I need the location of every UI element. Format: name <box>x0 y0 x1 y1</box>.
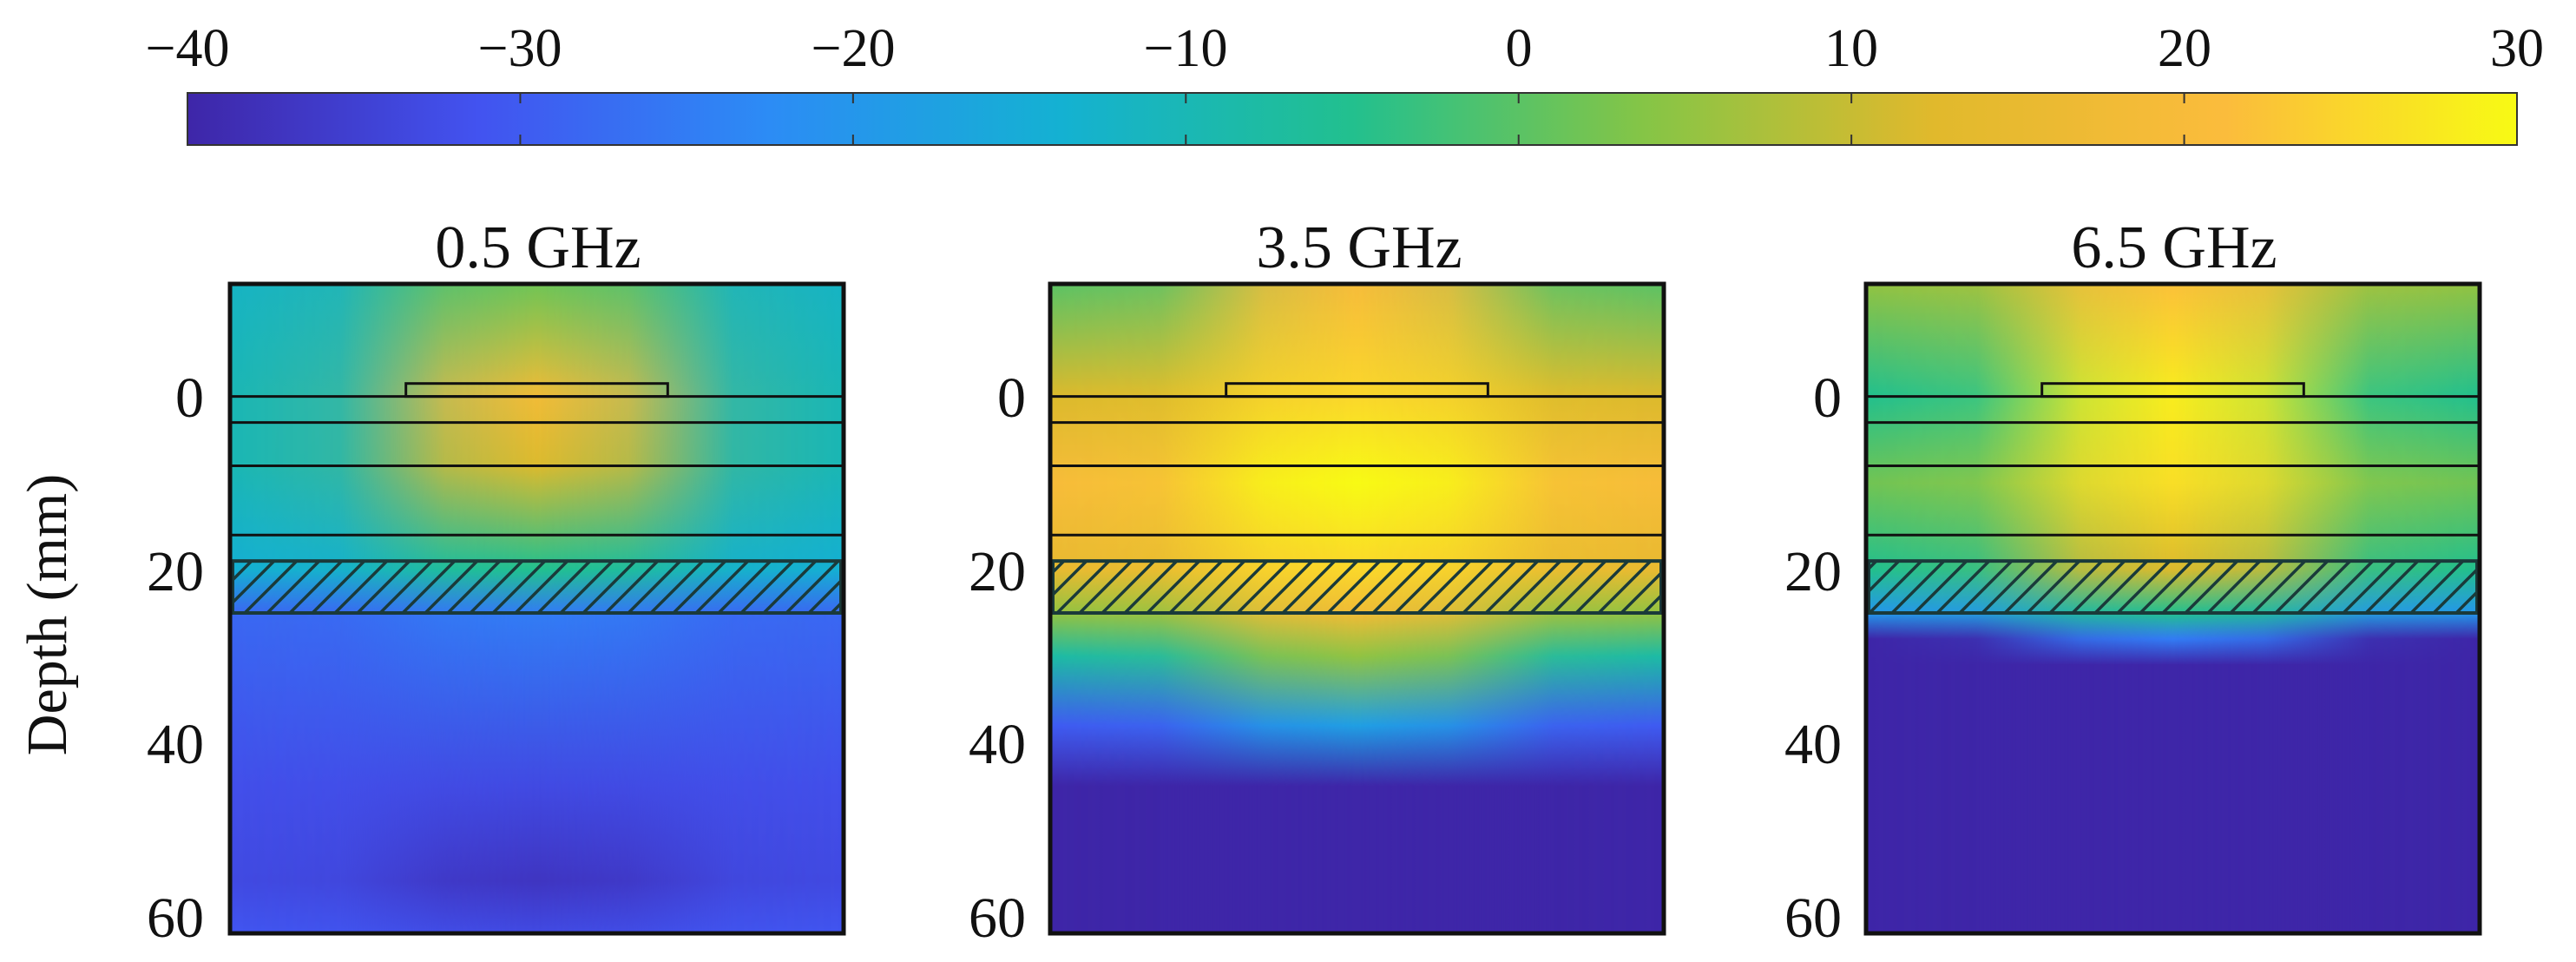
hatched-layer <box>1867 559 2479 615</box>
y-tick-label: 40 <box>969 713 1026 776</box>
antenna-outline <box>2040 382 2305 399</box>
hatched-layer <box>1051 559 1663 615</box>
colorbar-tick-label: −10 <box>1144 19 1228 78</box>
colorbar-tick-label: 30 <box>2490 19 2544 78</box>
antenna-outline <box>1225 382 1489 399</box>
y-tick-label: 0 <box>1813 366 1842 430</box>
panel-title: 6.5 GHz <box>2071 214 2277 281</box>
tissue-layer-overlay <box>1050 382 1664 615</box>
colorbar-tick-label: 10 <box>1824 19 1878 78</box>
y-tick-label: 40 <box>147 713 204 776</box>
tissue-layer-overlay <box>1866 382 2480 615</box>
panel-title: 3.5 GHz <box>1256 214 1462 281</box>
colorbar-gradient <box>187 92 2518 146</box>
heatmap-panel-0-5ghz: 0.5 GHz 0 20 40 60 <box>147 214 846 950</box>
colorbar-tick-label: −40 <box>146 19 230 78</box>
y-axis-label: Depth (mm) <box>16 474 79 755</box>
plot-frame <box>1863 281 2482 936</box>
colorbar-tick-label: 0 <box>1506 19 1533 78</box>
colorbar-tick-labels: −40 −30 −20 −10 0 10 20 30 <box>146 19 2544 78</box>
panel-title: 0.5 GHz <box>435 214 641 281</box>
heatmap-panel-6-5ghz: 6.5 GHz 0 20 40 60 <box>1784 214 2482 950</box>
hatched-layer <box>231 559 843 615</box>
plot-frame <box>1048 281 1666 936</box>
antenna-outline <box>404 382 669 399</box>
y-tick-label: 40 <box>1784 713 1842 776</box>
y-tick-label: 20 <box>969 540 1026 603</box>
colorbar-tick-label: −20 <box>812 19 896 78</box>
colorbar: −40 −30 −20 −10 0 10 20 30 <box>146 19 2544 146</box>
y-tick-label: 0 <box>997 366 1026 430</box>
y-tick-label: 20 <box>147 540 204 603</box>
colorbar-tick-label: −30 <box>478 19 562 78</box>
y-tick-label: 20 <box>1784 540 1842 603</box>
y-tick-label: 0 <box>175 366 204 430</box>
y-tick-label: 60 <box>1784 886 1842 950</box>
heatmap-panel-3-5ghz: 3.5 GHz 0 20 40 60 <box>969 214 1666 950</box>
y-axis-label-text: Depth (mm) <box>16 474 79 755</box>
colorbar-tick-label: 20 <box>2158 19 2211 78</box>
plot-frame <box>227 281 846 936</box>
y-tick-label: 60 <box>969 886 1026 950</box>
y-tick-label: 60 <box>147 886 204 950</box>
colorbar-ticks <box>187 93 2518 145</box>
tissue-layer-overlay <box>230 382 844 615</box>
